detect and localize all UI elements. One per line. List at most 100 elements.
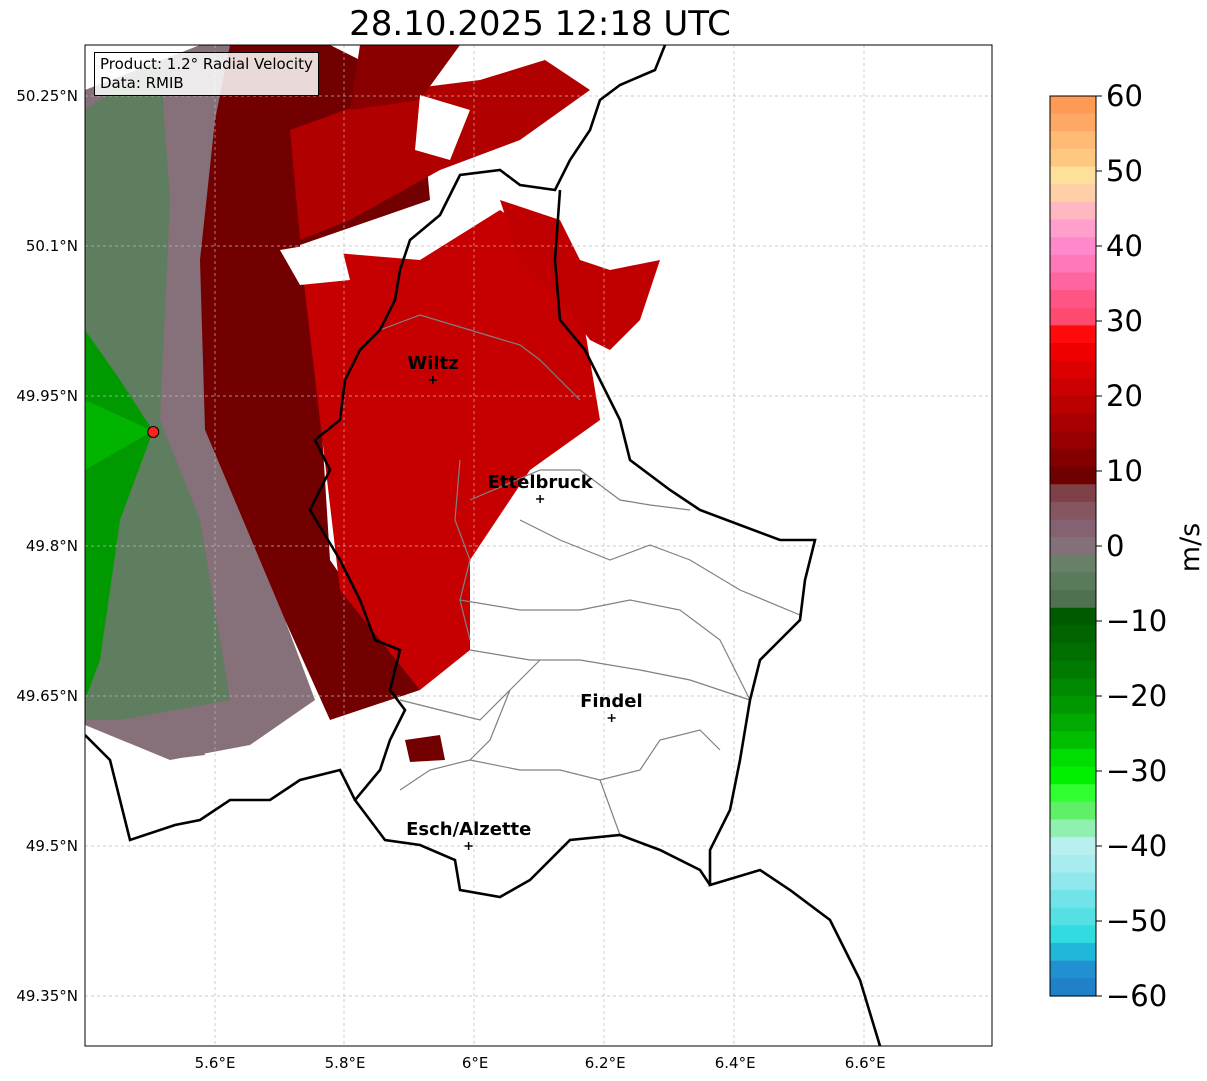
colorbar-band [1050, 537, 1096, 556]
colorbar-band [1050, 290, 1096, 309]
colorbar-band [1050, 854, 1096, 874]
colorbar-band [1050, 643, 1096, 662]
country-border [308, 45, 712, 899]
colorbar-unit: m/s [1175, 522, 1207, 573]
city-label: Findel [580, 691, 643, 712]
colorbar-tick-label: 60 [1106, 79, 1143, 113]
colorbar-band [1050, 925, 1096, 944]
lat-tick-label: 49.5°N [25, 837, 78, 855]
colorbar-band [1050, 678, 1096, 697]
colorbar-band [1050, 978, 1096, 997]
district-boundaries [379, 314, 801, 836]
lon-tick-label: 5.6°E [194, 1054, 236, 1072]
radar-data-layer [85, 45, 660, 762]
colorbar-band [1050, 501, 1096, 521]
lon-tick-label: 6.4°E [714, 1054, 756, 1072]
lon-tick-label: 5.8°E [324, 1054, 366, 1072]
colorbar-band [1050, 431, 1096, 450]
colorbar-band [1050, 272, 1096, 291]
colorbar-band [1050, 554, 1096, 574]
radar-echo-gray-green [85, 60, 230, 720]
colorbar-tick-label: −30 [1106, 754, 1168, 788]
country-border-france [85, 734, 357, 842]
radar-echo-gray-sw [175, 735, 205, 758]
colorbar-band [1050, 466, 1096, 485]
map-frame [84, 44, 993, 1047]
city-marker-icon [428, 376, 437, 384]
city-label: Wiltz [407, 353, 459, 374]
colorbar-tick-label: −10 [1106, 604, 1168, 638]
colorbar-band [1050, 572, 1096, 591]
city-marker-icon [536, 495, 545, 503]
colorbar-tick-label: −50 [1106, 904, 1168, 938]
country-border-germany [553, 189, 882, 1046]
colorbar-band [1050, 413, 1096, 432]
lat-tick-label: 49.65°N [16, 687, 78, 705]
colorbar-band [1050, 307, 1096, 327]
colorbar-tick-label: 20 [1106, 379, 1143, 413]
city-label: Esch/Alzette [406, 819, 532, 840]
colorbar-band [1050, 625, 1096, 644]
lat-tick-label: 50.1°N [25, 237, 78, 255]
colorbar-band [1050, 713, 1096, 732]
radar-echo-dark-red-s [405, 735, 445, 762]
colorbar-band [1050, 219, 1096, 238]
colorbar-band [1050, 201, 1096, 221]
radar-echo-dark-red-n [350, 45, 460, 110]
radar-echo-red [300, 210, 600, 690]
radar-echo-green-light [85, 400, 153, 470]
colorbar-band [1050, 166, 1096, 185]
colorbar-band [1050, 131, 1096, 150]
colorbar-band [1050, 237, 1096, 256]
data-source-label: Data: RMIB [100, 74, 184, 92]
colorbar-band [1050, 960, 1096, 979]
colorbar-band [1050, 784, 1096, 803]
radar-gap-2 [415, 95, 470, 160]
city-markers [428, 376, 616, 850]
lat-tick-label: 50.25°N [16, 87, 78, 105]
map-title: 28.10.2025 12:18 UTC [349, 4, 731, 44]
product-info-box: Product: 1.2° Radial Velocity Data: RMIB [94, 52, 319, 96]
colorbar-band [1050, 448, 1096, 468]
colorbar-band [1050, 378, 1096, 397]
colorbar-band [1050, 325, 1096, 344]
colorbar-band [1050, 696, 1096, 715]
colorbar-band [1050, 907, 1096, 927]
colorbar-band [1050, 731, 1096, 750]
radar-echo-red-ne [500, 200, 660, 350]
colorbar-band [1050, 343, 1096, 362]
colorbar-tick-label: 30 [1106, 304, 1143, 338]
colorbar-band [1050, 801, 1096, 821]
lon-tick-label: 6.6°E [844, 1054, 886, 1072]
colorbar-band [1050, 819, 1096, 838]
colorbar-tick-label: 0 [1106, 529, 1125, 563]
lat-tick-label: 49.35°N [16, 987, 78, 1005]
colorbar-band [1050, 872, 1096, 891]
colorbar-band [1050, 766, 1096, 785]
lon-tick-label: 6.2°E [584, 1054, 626, 1072]
lon-tick-label: 6°E [461, 1054, 489, 1072]
radar-echo-dark-red [200, 45, 430, 720]
colorbar-band [1050, 890, 1096, 909]
colorbar-band [1050, 96, 1096, 115]
colorbar-band [1050, 590, 1096, 609]
colorbar [1049, 95, 1102, 997]
lat-tick-label: 49.8°N [25, 537, 78, 555]
colorbar-band [1050, 943, 1096, 962]
colorbar-tick-label: −40 [1106, 829, 1168, 863]
colorbar-band [1050, 184, 1096, 203]
colorbar-band [1050, 748, 1096, 768]
colorbar-tick-label: −60 [1106, 979, 1168, 1013]
colorbar-band [1050, 396, 1096, 415]
city-marker-icon [464, 842, 473, 850]
radar-gap-1 [280, 240, 350, 285]
colorbar-tick-label: 50 [1106, 154, 1143, 188]
colorbar-band [1050, 148, 1096, 168]
city-label: Ettelbruck [487, 472, 593, 493]
gridlines [85, 45, 992, 1046]
colorbar-band [1050, 519, 1096, 538]
lat-tick-label: 49.95°N [16, 387, 78, 405]
colorbar-tick-label: −20 [1106, 679, 1168, 713]
colorbar-band [1050, 837, 1096, 856]
